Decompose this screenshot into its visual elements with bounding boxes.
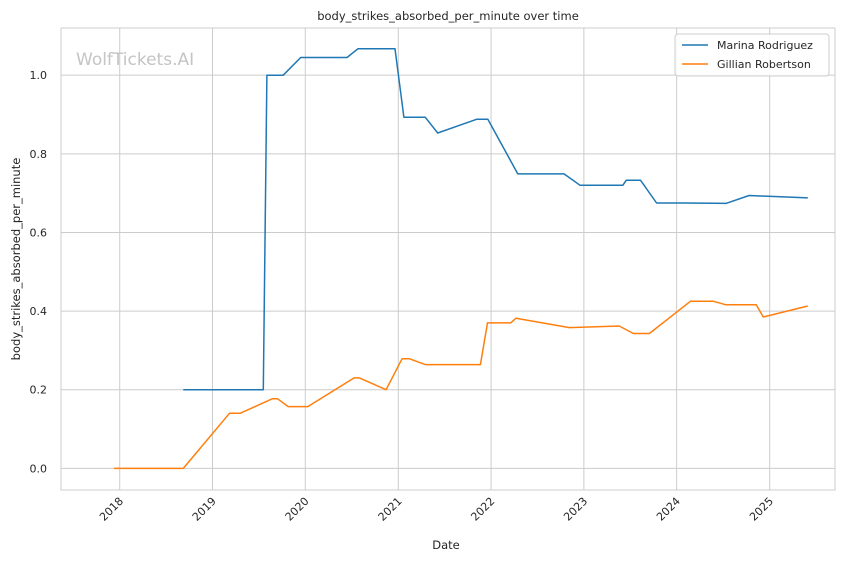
y-tick-label: 0.4 bbox=[30, 305, 48, 318]
x-tick-label: 2020 bbox=[283, 495, 312, 524]
series-group bbox=[113, 48, 808, 470]
x-tick-label: 2018 bbox=[97, 495, 126, 524]
x-tick-label: 2019 bbox=[190, 495, 219, 524]
x-tick-label: 2025 bbox=[747, 495, 776, 524]
tick-labels: 2018 2019 2020 2021 2022 2023 2024 2025 0.0 0.2 0.… bbox=[30, 69, 777, 523]
series-line-gillian-robertson bbox=[113, 300, 808, 470]
chart-title: body_strikes_absorbed_per_minute over ti… bbox=[317, 9, 579, 23]
legend-box bbox=[674, 33, 830, 77]
plot-frame bbox=[60, 27, 836, 491]
legend-label-marina-rodriguez: Marina Rodriguez bbox=[717, 39, 813, 52]
y-tick-label: 0.0 bbox=[30, 462, 48, 475]
legend: Marina Rodriguez Gillian Robertson bbox=[674, 33, 830, 77]
y-tick-label: 0.2 bbox=[30, 384, 48, 397]
grid bbox=[61, 28, 835, 490]
y-tick-label: 0.6 bbox=[30, 226, 48, 239]
x-tick-label: 2022 bbox=[468, 495, 497, 524]
y-axis-label: body_strikes_absorbed_per_minute bbox=[9, 158, 23, 361]
y-tick-label: 1.0 bbox=[30, 69, 48, 82]
y-tick-label: 0.8 bbox=[30, 148, 48, 161]
series-line-marina-rodriguez bbox=[183, 48, 808, 391]
x-tick-label: 2023 bbox=[561, 495, 590, 524]
x-axis-label: Date bbox=[432, 538, 460, 552]
x-tick-label: 2021 bbox=[376, 495, 405, 524]
legend-label-gillian-robertson: Gillian Robertson bbox=[717, 58, 811, 71]
watermark: WolfTickets.AI bbox=[76, 50, 194, 70]
x-tick-label: 2024 bbox=[654, 495, 683, 524]
